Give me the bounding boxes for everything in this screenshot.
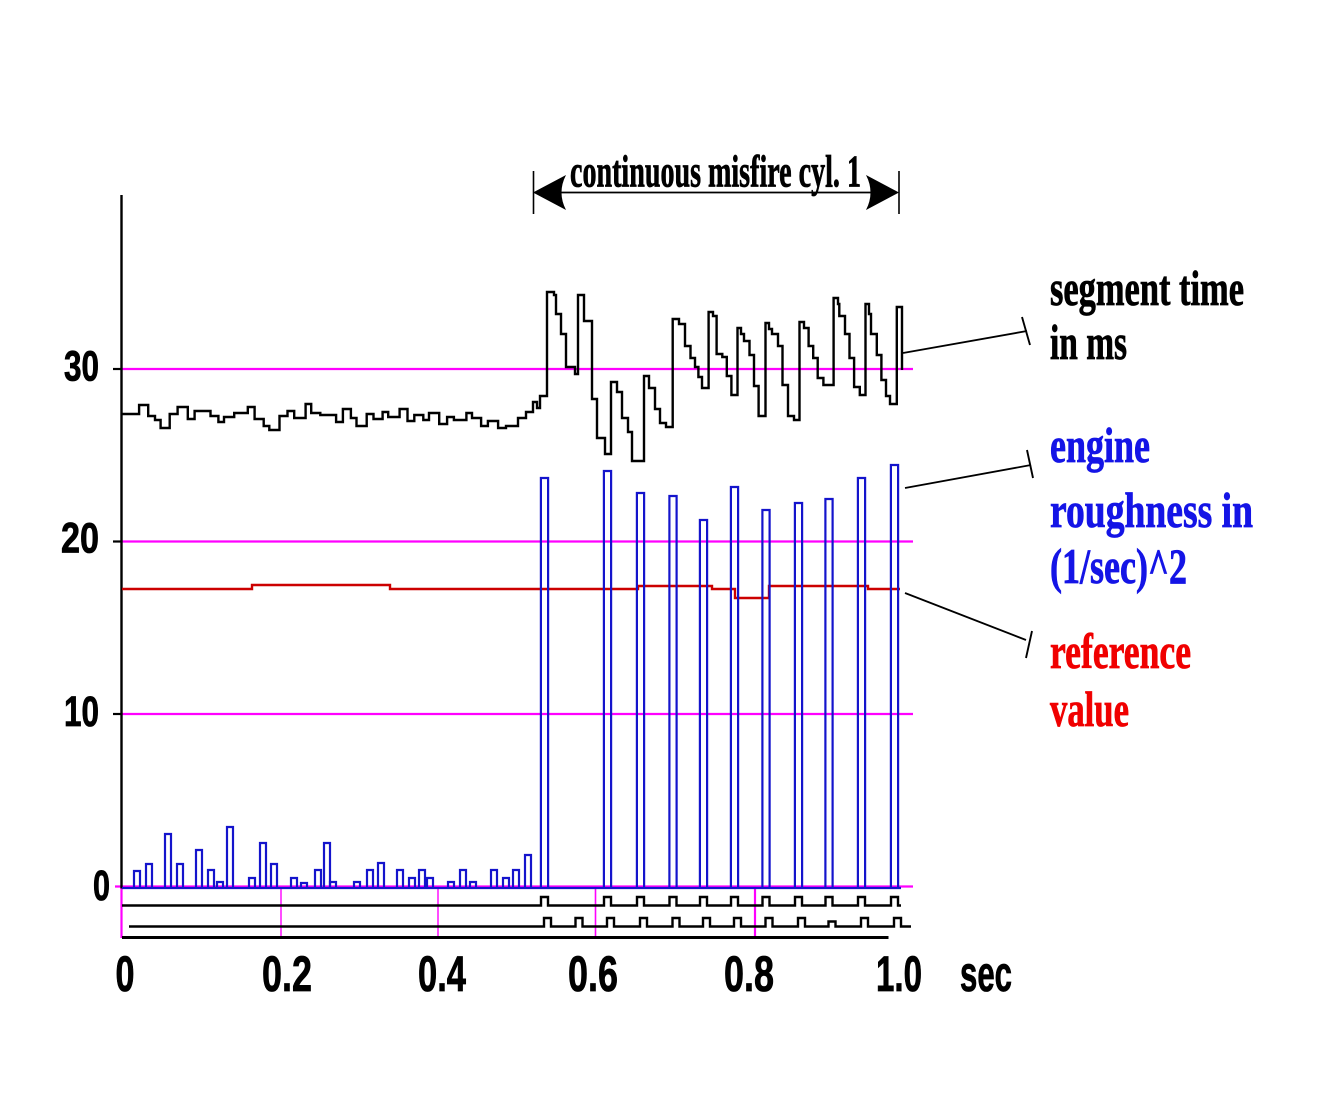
svg-text:continuous misfire cyl. 1: continuous misfire cyl. 1 [570,146,861,197]
svg-text:sec: sec [960,946,1012,1002]
svg-text:value: value [1050,681,1129,737]
svg-text:1.0: 1.0 [876,946,922,1002]
svg-text:0.2: 0.2 [262,946,312,1002]
svg-text:0: 0 [116,946,135,1002]
svg-text:20: 20 [61,515,99,563]
svg-text:30: 30 [64,343,99,391]
svg-text:0.6: 0.6 [568,946,618,1002]
svg-text:10: 10 [64,688,99,736]
svg-text:(1/sec)^2: (1/sec)^2 [1050,538,1187,594]
svg-text:roughness in: roughness in [1050,482,1253,538]
svg-text:0.4: 0.4 [418,946,466,1002]
svg-text:in ms: in ms [1050,314,1127,370]
svg-text:reference: reference [1050,623,1191,679]
svg-text:segment time: segment time [1050,260,1244,316]
svg-text:0.8: 0.8 [724,946,774,1002]
svg-text:0: 0 [93,862,110,910]
svg-text:engine: engine [1050,417,1150,473]
